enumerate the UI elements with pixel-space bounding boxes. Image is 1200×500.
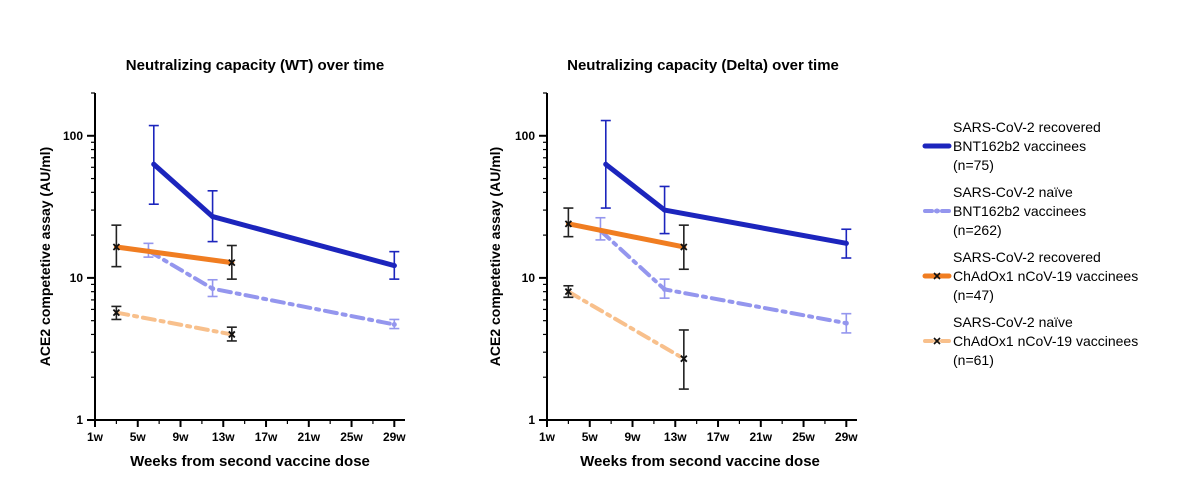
x-tick-label: 25w xyxy=(340,430,363,444)
legend-label: (n=61) xyxy=(953,352,994,368)
x-tick-label: 21w xyxy=(749,430,772,444)
x-tick-label: 5w xyxy=(582,430,599,444)
x-tick-label: 1w xyxy=(87,430,104,444)
legend: SARS-CoV-2 recovered BNT162b2 vaccinees (n… xyxy=(922,119,1138,368)
data-point xyxy=(564,288,573,296)
legend-marker xyxy=(933,337,941,345)
x-tick-label: 9w xyxy=(625,430,642,444)
series-line xyxy=(113,244,235,266)
legend-label: (n=47) xyxy=(953,287,994,303)
legend-label: BNT162b2 vaccinees xyxy=(953,138,1086,154)
x-tick-label: 21w xyxy=(297,430,320,444)
series-line xyxy=(598,228,849,326)
x-tick-label: 29w xyxy=(835,430,858,444)
legend-item-3: SARS-CoV-2 naïve ChAdOx1 nCoV-19 vaccinee… xyxy=(923,314,1138,368)
legend-label: ChAdOx1 nCoV-19 vaccinees xyxy=(953,333,1138,349)
data-point xyxy=(564,220,573,228)
legend-label: SARS-CoV-2 recovered xyxy=(953,249,1101,265)
series-line xyxy=(146,248,397,327)
chart-title: Neutralizing capacity (Delta) over time xyxy=(567,57,839,74)
y-axis-label: ACE2 competetive assay (AU/ml) xyxy=(487,147,503,366)
legend-marker xyxy=(933,272,941,280)
x-tick-label: 1w xyxy=(539,430,556,444)
x-tick-label: 17w xyxy=(707,430,730,444)
x-tick-label: 13w xyxy=(664,430,687,444)
x-tick-label: 9w xyxy=(173,430,190,444)
data-point xyxy=(662,207,668,213)
data-point xyxy=(680,243,688,251)
data-point xyxy=(228,330,236,339)
legend-label: (n=262) xyxy=(953,222,1002,238)
data-point xyxy=(391,321,397,327)
legend-label: SARS-CoV-2 recovered xyxy=(953,119,1101,135)
data-point xyxy=(210,214,216,220)
legend-label: BNT162b2 vaccinees xyxy=(953,203,1086,219)
x-tick-label: 13w xyxy=(212,430,235,444)
y-tick-label: 10 xyxy=(522,271,536,285)
series-0 xyxy=(148,124,400,280)
chart-panel-delta: Neutralizing capacity (Delta) over time 1… xyxy=(487,57,858,470)
x-tick-label: 17w xyxy=(255,430,278,444)
legend-label: ChAdOx1 nCoV-19 vaccinees xyxy=(953,268,1138,284)
series-line xyxy=(151,161,397,269)
data-point xyxy=(843,320,849,326)
data-point xyxy=(680,355,688,363)
chart-title: Neutralizing capacity (WT) over time xyxy=(126,57,384,74)
data-point xyxy=(210,286,216,292)
series-3 xyxy=(111,305,237,342)
x-tick-label: 25w xyxy=(792,430,815,444)
series-line xyxy=(566,289,686,361)
legend-label: SARS-CoV-2 naïve xyxy=(953,184,1073,200)
y-tick-label: 100 xyxy=(63,129,83,143)
legend-marker xyxy=(934,208,940,214)
data-point xyxy=(112,243,121,251)
x-tick-label: 29w xyxy=(383,430,406,444)
legend-item-2: SARS-CoV-2 recovered ChAdOx1 nCoV-19 vacc… xyxy=(922,249,1138,303)
data-point xyxy=(151,161,157,167)
series-line xyxy=(603,161,849,246)
y-tick-label: 100 xyxy=(515,129,535,143)
series-0 xyxy=(600,119,852,259)
data-point xyxy=(228,259,236,267)
legend-marker xyxy=(934,143,940,149)
y-tick-label: 10 xyxy=(70,271,84,285)
data-point xyxy=(603,161,609,167)
x-axis-label: Weeks from second vaccine dose xyxy=(130,453,370,470)
data-point xyxy=(843,240,849,246)
data-point xyxy=(112,308,121,317)
series-2 xyxy=(111,224,237,280)
y-axis-label: ACE2 competetive assay (AU/ml) xyxy=(37,147,53,366)
legend-item-1: SARS-CoV-2 naïve BNT162b2 vaccinees (n=262… xyxy=(923,184,1086,238)
legend-label: SARS-CoV-2 naïve xyxy=(953,314,1073,330)
data-point xyxy=(662,286,668,292)
y-tick-label: 1 xyxy=(528,413,535,427)
chart-panel-wt: Neutralizing capacity (WT) over time 1 10 1… xyxy=(37,57,406,470)
legend-item-0: SARS-CoV-2 recovered BNT162b2 vaccinees (n… xyxy=(922,119,1101,173)
series-2 xyxy=(563,207,689,271)
series-3 xyxy=(563,284,689,390)
x-tick-label: 5w xyxy=(130,430,147,444)
legend-label: (n=75) xyxy=(953,157,994,173)
y-tick-label: 1 xyxy=(76,413,83,427)
series-line xyxy=(565,221,687,250)
data-point xyxy=(391,263,397,269)
series-line xyxy=(114,310,234,337)
x-axis-label: Weeks from second vaccine dose xyxy=(580,453,820,470)
